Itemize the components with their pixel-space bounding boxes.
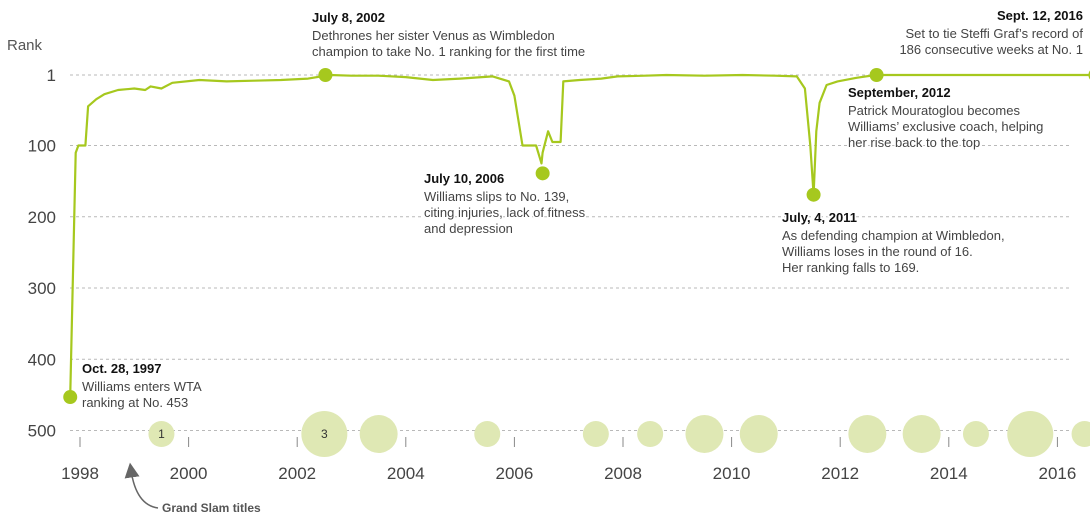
- x-tick-label: 1998: [61, 464, 99, 483]
- grand-slam-bubble: [301, 411, 348, 457]
- x-tick-label: 2006: [495, 464, 533, 483]
- y-tick-label: 400: [28, 350, 56, 369]
- x-axis: 1998 2000 2002 2004 2006 2008 2010 2012 2014 2016: [61, 437, 1076, 483]
- milestone-marker: [869, 68, 884, 82]
- y-tick-label: 1: [47, 66, 56, 85]
- milestone-description: Set to tie Steffi Graf’s record of: [905, 26, 1083, 41]
- grand-slam-count-label: 3: [321, 427, 328, 441]
- y-tick-labels: 1 100 200 300 400 500: [28, 66, 56, 441]
- milestone-description: Williams’ exclusive coach, helping: [848, 119, 1043, 134]
- milestone-marker: [318, 68, 333, 82]
- milestone-marker: [806, 187, 821, 202]
- milestone-description: Williams loses in the round of 16.: [782, 244, 973, 259]
- milestone-date: July, 4, 2011: [782, 210, 857, 225]
- x-tick-label: 2014: [930, 464, 968, 483]
- milestone-description: citing injuries, lack of fitness: [424, 205, 586, 220]
- grand-slam-bubble: [1007, 411, 1054, 457]
- x-tick-label: 2010: [713, 464, 751, 483]
- milestone-description: champion to take No. 1 ranking for the f…: [312, 44, 585, 59]
- milestone-date: Sept. 12, 2016: [997, 8, 1083, 23]
- grand-slam-bubble: [848, 415, 887, 453]
- x-tick-label: 2012: [821, 464, 859, 483]
- grand-slam-bubble: [902, 415, 941, 453]
- milestone-description: ranking at No. 453: [82, 395, 188, 410]
- pointer-arrow-icon: [124, 462, 159, 509]
- milestone-description: Williams slips to No. 139,: [424, 189, 569, 204]
- grand-slam-pointer: Grand Slam titles: [124, 462, 261, 515]
- x-tick-label: 2008: [604, 464, 642, 483]
- y-tick-label: 100: [28, 137, 56, 156]
- milestone-description: her rise back to the top: [848, 135, 980, 150]
- milestone-annotation: July, 4, 2011 As defending champion at Wi…: [781, 209, 1007, 277]
- y-axis-title: Rank: [7, 37, 43, 54]
- milestone-annotation: Oct. 28, 1997 Williams enters WTAranking …: [81, 360, 204, 412]
- milestone-annotations: Oct. 28, 1997 Williams enters WTAranking …: [81, 7, 1085, 412]
- milestone-annotation: September, 2012 Patrick Mouratoglou becom…: [847, 84, 1045, 152]
- milestone-annotation: July 10, 2006 Williams slips to No. 139,c…: [423, 170, 588, 238]
- grand-slam-bubble: [739, 415, 778, 453]
- rank-line: [69, 73, 1090, 398]
- milestone-description: As defending champion at Wimbledon,: [782, 228, 1005, 243]
- rank-line-group: [63, 68, 1090, 405]
- grand-slam-bubble: [359, 415, 398, 453]
- milestone-date: Oct. 28, 1997: [82, 361, 162, 376]
- milestone-description: Dethrones her sister Venus as Wimbledon: [312, 28, 555, 43]
- x-tick-label: 2000: [170, 464, 208, 483]
- y-tick-label: 200: [28, 208, 56, 227]
- milestone-marker: [535, 166, 550, 181]
- grand-slam-bubble: [685, 415, 724, 453]
- x-tick-label: 2004: [387, 464, 425, 483]
- milestone-annotation: July 8, 2002 Dethrones her sister Venus a…: [311, 9, 587, 61]
- milestone-description: Her ranking falls to 169.: [782, 260, 919, 275]
- grand-slam-bubble: [637, 421, 664, 447]
- grand-slam-bubble: [962, 421, 989, 447]
- grand-slam-titles-label: Grand Slam titles: [162, 501, 261, 515]
- milestone-description: 186 consecutive weeks at No. 1: [899, 42, 1083, 57]
- milestone-date: July 8, 2002: [312, 10, 385, 25]
- milestone-description: and depression: [424, 221, 513, 236]
- y-tick-label: 500: [28, 422, 56, 441]
- milestone-annotation: Sept. 12, 2016 Set to tie Steffi Graf’s r…: [898, 7, 1085, 59]
- x-tick-label: 2016: [1038, 464, 1076, 483]
- grand-slam-bubble: [148, 421, 175, 447]
- grand-slam-count-label: 1: [158, 427, 165, 441]
- y-tick-label: 300: [28, 279, 56, 298]
- milestone-date: July 10, 2006: [424, 171, 504, 186]
- milestone-date: September, 2012: [848, 85, 951, 100]
- milestone-marker: [63, 390, 78, 405]
- grand-slam-bubble: [1071, 421, 1090, 447]
- grand-slam-bubble: [474, 421, 501, 447]
- x-tick-label: 2002: [278, 464, 316, 483]
- milestone-description: Patrick Mouratoglou becomes: [848, 103, 1020, 118]
- milestone-description: Williams enters WTA: [82, 379, 202, 394]
- grand-slam-bubble: [582, 421, 609, 447]
